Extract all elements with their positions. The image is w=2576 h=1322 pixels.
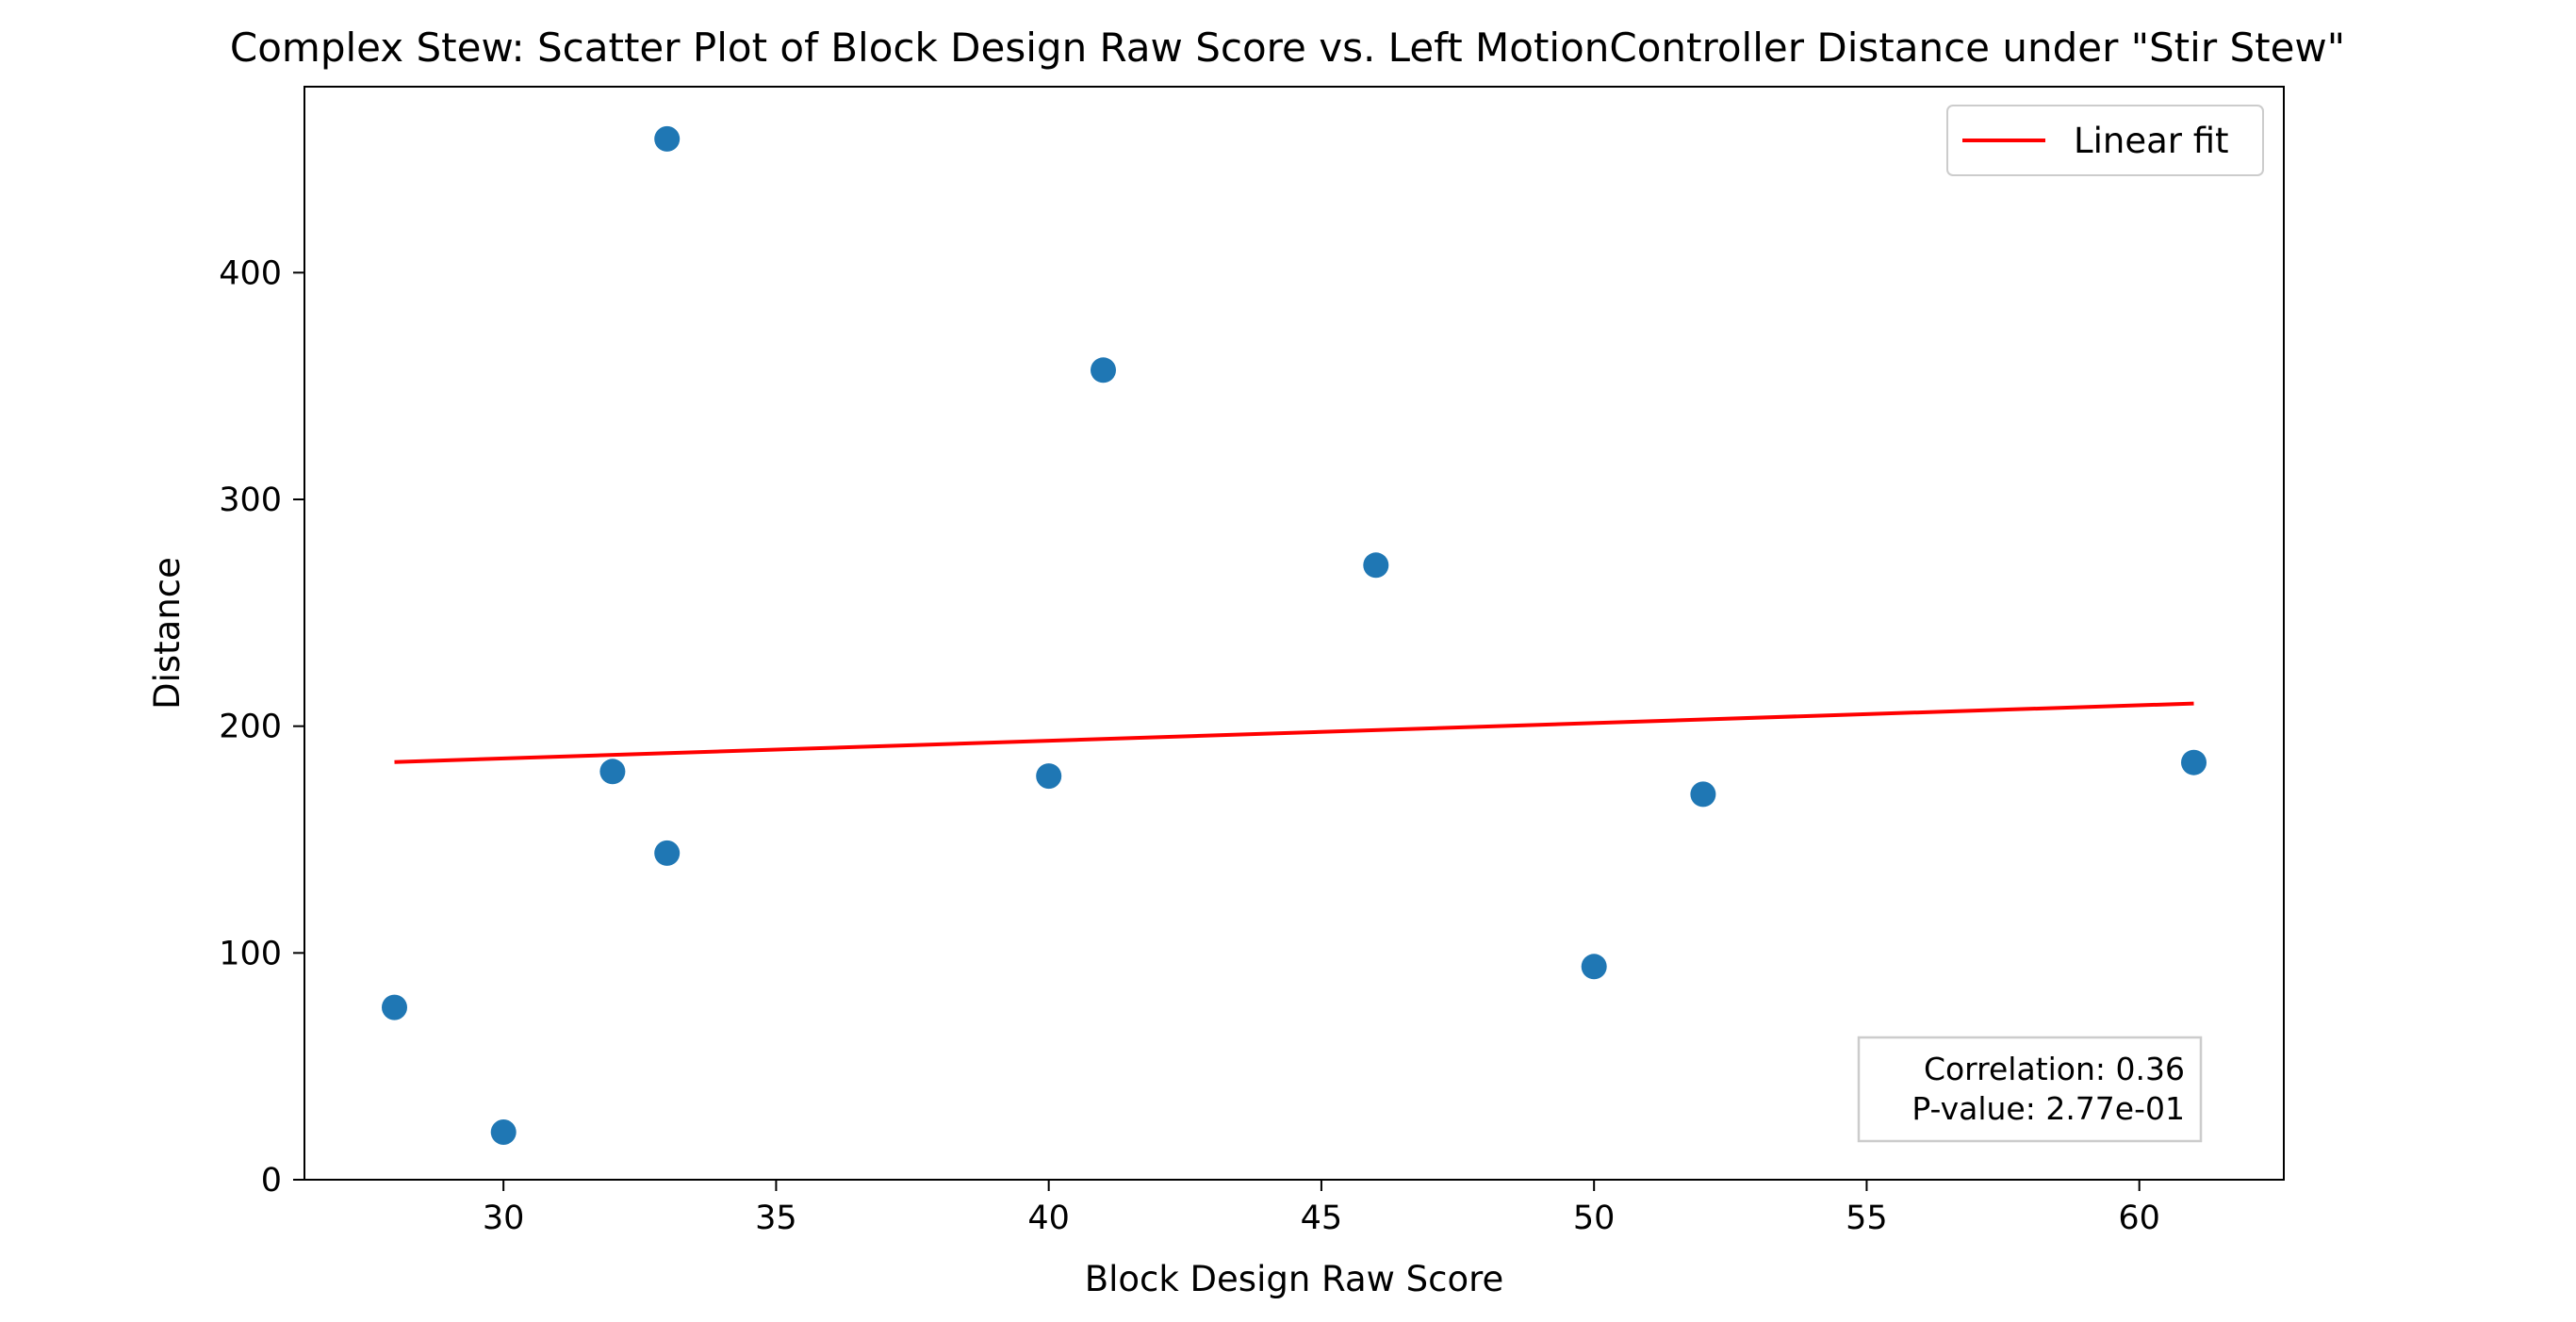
scatter-point [1091, 357, 1116, 384]
x-tick-label: 35 [755, 1200, 797, 1237]
stats-annotation: Correlation: 0.36 P-value: 2.77e-01 [1857, 1036, 2203, 1143]
y-axis-label: Distance [147, 557, 188, 710]
y-tick-label: 200 [219, 709, 282, 746]
x-axis-ticks: 30 35 40 45 50 55 60 [483, 1180, 2160, 1237]
x-tick-label: 45 [1301, 1200, 1343, 1237]
x-tick-label: 50 [1573, 1200, 1616, 1237]
stats-box [1857, 1036, 2203, 1143]
scatter-point [1581, 954, 1607, 980]
chart-title: Complex Stew: Scatter Plot of Block Desi… [230, 24, 2345, 71]
scatter-point [382, 994, 407, 1020]
p-value-text: P-value: 2.77e-01 [1911, 1090, 2185, 1127]
x-tick-label: 40 [1027, 1200, 1070, 1237]
linear-fit-line [394, 701, 2194, 764]
scatter-point [2181, 749, 2207, 775]
y-axis-ticks: 0 100 200 300 400 [219, 254, 304, 1200]
y-tick-label: 0 [261, 1162, 282, 1200]
scatter-point [490, 1119, 517, 1145]
x-tick-label: 60 [2118, 1200, 2160, 1237]
x-tick-label: 55 [1846, 1200, 1888, 1237]
correlation-text: Correlation: 0.36 [1924, 1051, 2185, 1087]
scatter-point [1363, 552, 1389, 579]
y-tick-label: 400 [219, 254, 282, 292]
legend: Linear fit [1946, 105, 2264, 176]
x-tick-label: 30 [483, 1200, 525, 1237]
y-tick-label: 100 [219, 935, 282, 972]
series-layer [382, 125, 2207, 1145]
scatter-point [599, 759, 626, 785]
plot-frame [304, 86, 2285, 1181]
plot-area [304, 87, 2284, 1180]
x-axis-label: Block Design Raw Score [1085, 1259, 1504, 1299]
scatter-point [1690, 781, 1716, 808]
legend-box [1946, 105, 2264, 176]
scatter-point [654, 840, 681, 866]
y-tick-label: 300 [219, 481, 282, 519]
legend-label-linear-fit: Linear fit [2074, 121, 2229, 161]
scatter-point [654, 125, 681, 152]
scatter-point [1036, 763, 1062, 790]
